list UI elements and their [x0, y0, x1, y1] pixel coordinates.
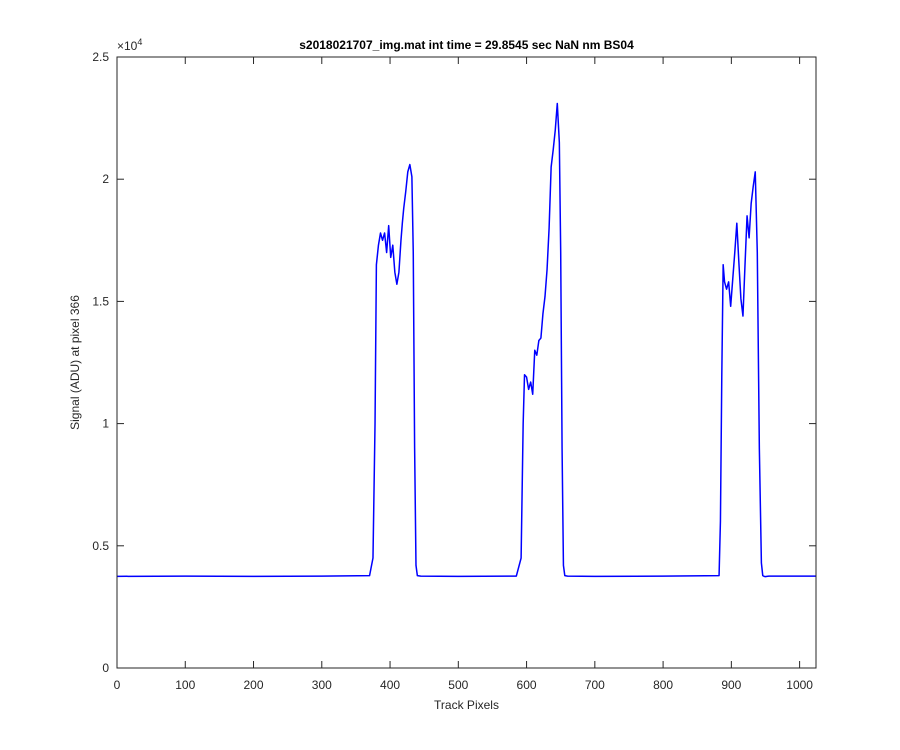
- x-tick-label: 0: [114, 678, 121, 692]
- x-tick-label: 500: [448, 678, 468, 692]
- x-tick-label: 900: [721, 678, 741, 692]
- axes-box: [116, 56, 817, 669]
- y-axis-label: Signal (ADU) at pixel 366: [68, 295, 82, 430]
- y-tick-label: 1.5: [92, 294, 109, 308]
- y-axis-ticks: 0 0.5 1 1.5 2 2.5: [92, 50, 816, 675]
- x-tick-label: 100: [175, 678, 195, 692]
- x-tick-label: 200: [244, 678, 264, 692]
- x-axis-label: Track Pixels: [434, 698, 499, 712]
- y-axis-exponent: ×104: [117, 37, 142, 53]
- chart-title: s2018021707_img.mat int time = 29.8545 s…: [299, 38, 634, 52]
- x-tick-label: 600: [517, 678, 537, 692]
- series-line: [116, 102, 816, 578]
- x-axis-ticks: 0 100 200 300 400 500 600 700 800 900 1000: [114, 57, 813, 692]
- y-tick-label: 2: [102, 172, 109, 186]
- data-layer: [116, 102, 816, 578]
- x-tick-label: 300: [312, 678, 332, 692]
- y-axis-exponent-power: 4: [137, 37, 142, 47]
- y-tick-label: 2.5: [92, 50, 109, 64]
- y-tick-label: 1: [102, 417, 109, 431]
- x-tick-label: 800: [653, 678, 673, 692]
- y-axis-exponent-base: ×10: [117, 39, 138, 53]
- y-tick-label: 0.5: [92, 539, 109, 553]
- plot-area: [117, 57, 816, 668]
- x-tick-label: 400: [380, 678, 400, 692]
- x-tick-label: 700: [585, 678, 605, 692]
- x-tick-label: 1000: [786, 678, 813, 692]
- y-tick-label: 0: [102, 661, 109, 675]
